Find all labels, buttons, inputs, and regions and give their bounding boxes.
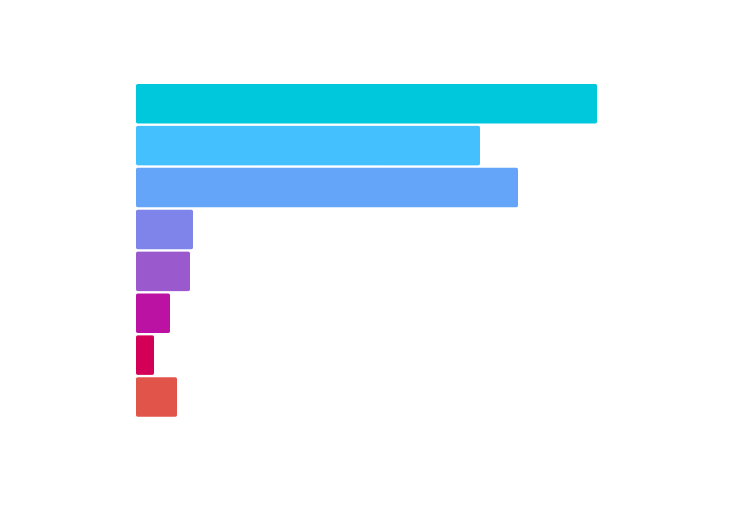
- bar: [136, 335, 154, 375]
- bar: [136, 293, 170, 333]
- bar: [136, 167, 518, 208]
- bar: [136, 209, 193, 250]
- bar: [136, 125, 480, 166]
- bar: [136, 251, 190, 292]
- bar: [136, 377, 177, 417]
- bar: [136, 84, 597, 124]
